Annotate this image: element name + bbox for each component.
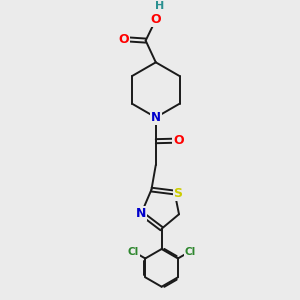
Text: N: N	[151, 111, 161, 124]
Text: S: S	[174, 188, 183, 200]
Text: O: O	[118, 33, 129, 46]
Text: O: O	[173, 134, 184, 147]
Text: Cl: Cl	[184, 247, 196, 256]
Text: O: O	[151, 13, 161, 26]
Text: N: N	[136, 207, 146, 220]
Text: Cl: Cl	[128, 247, 139, 256]
Text: H: H	[155, 1, 164, 11]
